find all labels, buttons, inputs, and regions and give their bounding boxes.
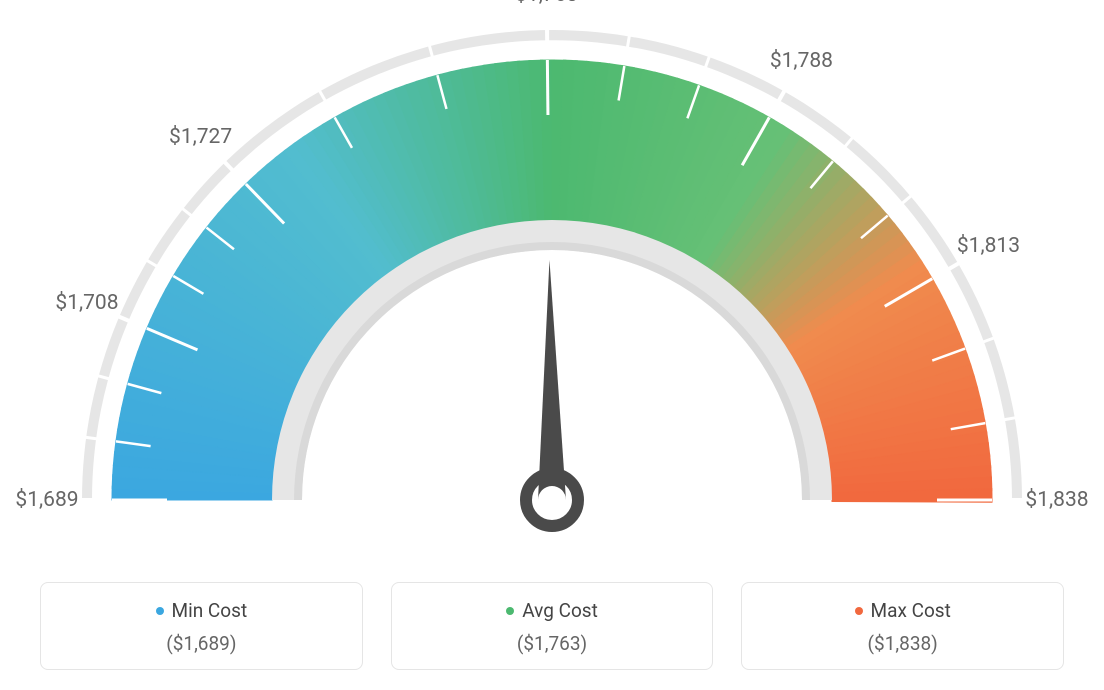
dot-icon	[156, 607, 164, 615]
card-value: ($1,689)	[61, 632, 342, 655]
summary-cards: Min Cost ($1,689) Avg Cost ($1,763) Max …	[0, 582, 1104, 670]
card-max-cost: Max Cost ($1,838)	[741, 582, 1064, 670]
card-title: Min Cost	[61, 599, 342, 622]
card-min-cost: Min Cost ($1,689)	[40, 582, 363, 670]
card-label: Min Cost	[172, 599, 248, 622]
gauge-tick-label: $1,708	[55, 291, 118, 315]
card-avg-cost: Avg Cost ($1,763)	[391, 582, 714, 670]
gauge-area: $1,689 $1,708 $1,727 $1,763 $1,788 $1,813 $1,8…	[0, 0, 1104, 560]
gauge-tick-label: $1,813	[957, 234, 1020, 258]
gauge-tick-label: $1,763	[515, 0, 578, 7]
card-title: Avg Cost	[412, 599, 693, 622]
dot-icon	[506, 607, 514, 615]
gauge-tick-label: $1,689	[15, 488, 78, 512]
card-label: Avg Cost	[522, 599, 598, 622]
cost-gauge-chart: { "gauge": { "type": "gauge", "range": {…	[0, 0, 1104, 690]
dot-icon	[855, 607, 863, 615]
card-title: Max Cost	[762, 599, 1043, 622]
card-value: ($1,763)	[412, 632, 693, 655]
gauge-tick-label: $1,838	[1025, 488, 1088, 512]
gauge-tick-label: $1,727	[169, 125, 232, 149]
card-label: Max Cost	[871, 599, 951, 622]
gauge-tick-label: $1,788	[770, 49, 833, 73]
gauge-svg	[0, 0, 1104, 560]
card-value: ($1,838)	[762, 632, 1043, 655]
